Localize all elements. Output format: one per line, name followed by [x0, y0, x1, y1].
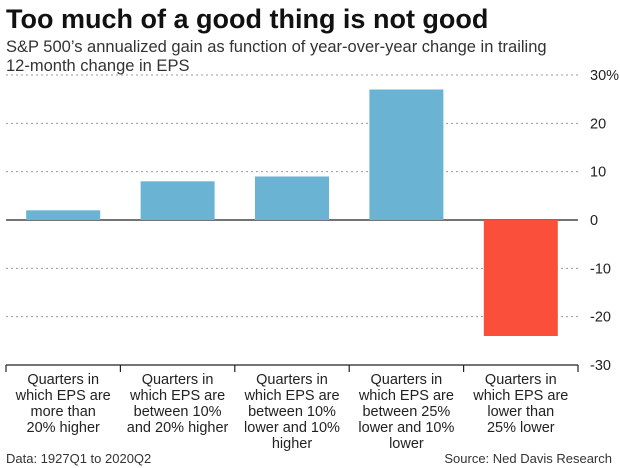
y-tick-label: 30% [590, 68, 619, 84]
x-category-label: Quarters in which EPS are more than 20% hig… [10, 372, 116, 436]
x-category-label-line: lower and 10% [358, 420, 455, 436]
chart-title: Too much of a good thing is not good [6, 4, 489, 34]
x-category-label-line: lower than [487, 404, 555, 420]
x-category-label-line: between 10% [133, 404, 222, 420]
x-category-label-line: between 25% [362, 404, 451, 420]
data-range-note: Data: 1927Q1 to 2020Q2 [6, 451, 152, 466]
x-category-label-line: Quarters in [484, 372, 557, 388]
x-category-label-line: lower [389, 436, 424, 452]
x-category-label-line: Quarters in [27, 372, 100, 388]
x-category-label-line: higher [271, 436, 313, 452]
bar [26, 210, 101, 220]
bar [255, 176, 329, 220]
x-category-label: Quarters in which EPS are between 10% and 2… [125, 372, 231, 436]
x-category-label-line: Quarters in [141, 372, 214, 388]
x-category-label-line: which EPS are [130, 388, 226, 404]
x-category-label: Quarters in which EPS are lower than 25% lo… [468, 372, 574, 436]
bar [369, 89, 444, 220]
x-category-label-line: which EPS are [15, 388, 111, 404]
chart-subtitle: S&P 500’s annualized gain as function of… [6, 38, 547, 75]
y-tick-label: -20 [590, 310, 611, 326]
x-category-label-line: Quarters in [256, 372, 328, 388]
source-note: Source: Ned Davis Research [444, 451, 612, 466]
y-tick-label: 20 [590, 116, 606, 132]
x-category-label-line: between 10% [248, 404, 336, 420]
x-category-label-line: and 20% higher [126, 420, 229, 436]
x-category-label-line: which EPS are [358, 388, 454, 404]
x-category-label: Quarters in which EPS are between 10% lower… [239, 372, 345, 452]
x-category-label-line: more than [30, 404, 96, 420]
x-category-label-line: Quarters in [370, 372, 443, 388]
y-tick-label: -30 [590, 358, 611, 374]
bar [483, 220, 558, 336]
bar [140, 181, 215, 220]
x-category-label-line: which EPS are [244, 388, 340, 404]
y-tick-label: 0 [590, 213, 598, 229]
y-tick-label: 10 [590, 165, 606, 181]
x-category-label: Quarters in which EPS are between 25% lower… [353, 372, 459, 452]
x-category-label-line: lower and 10% [244, 420, 340, 436]
x-category-label-line: 20% higher [26, 420, 100, 436]
y-tick-label: -10 [590, 261, 611, 277]
x-category-label-line: 25% lower [486, 420, 555, 436]
x-category-label-line: which EPS are [473, 388, 569, 404]
